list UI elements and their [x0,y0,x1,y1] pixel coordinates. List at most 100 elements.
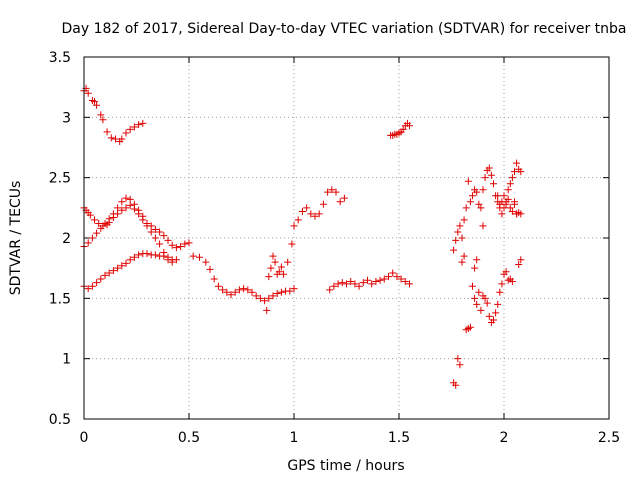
data-point [156,240,164,248]
data-point [135,206,143,214]
data-point [338,279,346,287]
data-point [454,228,462,236]
plot-frame [83,56,610,420]
data-point [466,323,474,331]
data-point [485,164,493,172]
data-point [172,256,180,264]
data-point [263,306,271,314]
data-point [359,279,367,287]
data-point [385,273,392,281]
data-point [88,282,96,290]
data-point [151,234,159,242]
data-point [500,204,508,212]
data-point [330,282,338,290]
data-point [511,168,518,176]
data-point [139,119,147,127]
data-point [206,265,214,273]
data-point [84,239,92,247]
data-point [164,253,172,261]
data-point [275,268,283,276]
data-point [475,288,483,296]
x-tick-label: 2 [500,430,509,446]
data-point [277,288,285,296]
data-point [340,194,348,202]
data-point [288,240,296,248]
data-point [97,224,105,232]
data-point [458,234,466,242]
data-point [460,252,468,260]
data-point [105,215,113,223]
data-point [513,159,521,167]
data-point [261,297,269,305]
data-point [334,280,342,288]
data-point [256,294,264,302]
data-point [122,204,130,212]
data-point [471,264,479,272]
data-point [401,277,409,285]
y-tick-label: 0.5 [49,412,71,428]
data-point [454,355,462,363]
data-point [347,277,355,285]
axis-ticks: 0 0.5 1 1.5 2 2.5 0.5 1 1.5 2 2.5 3 3.5 [49,50,620,446]
data-point [114,264,122,272]
data-point [517,210,525,218]
data-point [460,216,468,224]
data-point [88,234,96,242]
data-point [508,174,516,182]
data-point [508,277,516,285]
data-point [498,210,506,218]
data-point [277,263,285,271]
data-point [376,276,384,284]
data-point [235,286,243,294]
data-point [105,269,113,277]
data-point [475,200,483,208]
data-point [103,128,111,136]
data-point [181,240,189,248]
x-tick-label: 2.5 [598,430,620,446]
data-point [280,270,287,278]
data-point [485,312,493,320]
data-point [118,262,126,270]
data-point [99,116,107,124]
data-point [109,210,117,218]
data-point [498,280,506,288]
data-point [118,135,126,143]
data-point [122,259,130,267]
data-point [164,236,172,244]
data-point [479,222,487,230]
data-point [496,288,504,296]
data-point [147,228,155,236]
data-point [494,300,502,308]
data-point [269,292,277,300]
data-point [481,174,489,182]
data-point [84,89,92,97]
data-point [118,206,126,214]
data-point [397,275,405,283]
data-point [139,212,147,220]
data-point [500,192,508,200]
data-point [406,280,413,288]
data-point [336,198,344,206]
data-point [151,251,159,259]
y-tick-label: 1.5 [49,291,71,307]
data-point [214,282,222,290]
data-point [294,216,302,224]
data-point [490,180,497,188]
data-point [290,285,298,293]
data-point [97,275,105,283]
data-point [252,292,260,300]
data-point [477,204,485,212]
data-point [492,309,500,317]
data-point [473,256,481,264]
data-point [399,125,407,133]
data-point [466,198,474,206]
data-point [126,256,134,264]
data-point [143,250,151,258]
grid [84,57,609,419]
data-point [508,207,516,215]
data-point [471,294,479,302]
data-point [265,294,273,302]
data-point [185,239,193,247]
data-point [143,220,151,228]
